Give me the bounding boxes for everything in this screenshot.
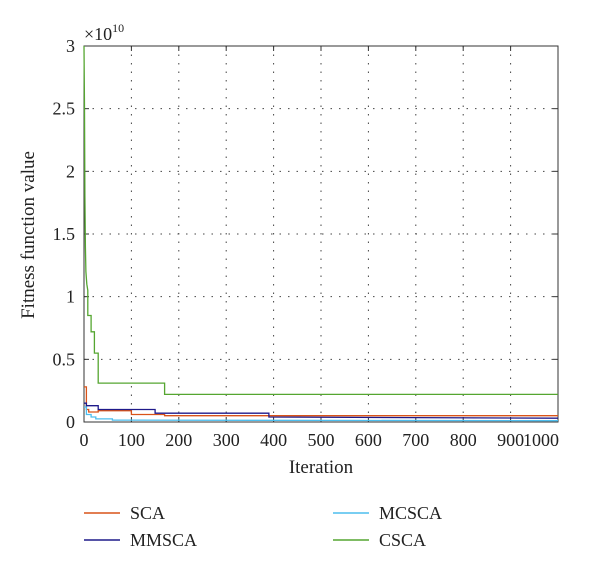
y-tick-label: 2 [66, 161, 75, 181]
x-tick-label: 900 [497, 430, 524, 450]
y-tick-label: 1 [66, 287, 75, 307]
legend: SCA MCSCA MMSCA CSCA [84, 503, 442, 550]
y-axis-multiplier: ×1010 [84, 21, 124, 44]
y-tick-label: 1.5 [53, 224, 76, 244]
y-tick-label: 0 [66, 412, 75, 432]
y-tick-label: 3 [66, 36, 75, 56]
x-tick-label: 500 [308, 430, 335, 450]
x-tick-label: 100 [118, 430, 145, 450]
series-line-csca [83, 45, 558, 396]
x-tick-label: 600 [355, 430, 382, 450]
legend-label-mmsca: MMSCA [130, 530, 197, 550]
x-tick-label: 200 [165, 430, 192, 450]
x-tick-label: 0 [80, 430, 89, 450]
plot-frame [83, 45, 559, 423]
x-tick-label: 400 [260, 430, 287, 450]
grid [84, 46, 558, 422]
x-tick-label: 700 [402, 430, 429, 450]
legend-label-csca: CSCA [379, 530, 426, 550]
y-axis-label: Fitness function value [18, 151, 39, 319]
y-tick-label: 0.5 [53, 349, 76, 369]
x-tick-label: 800 [450, 430, 477, 450]
series-line-mcsca [84, 406, 559, 422]
series-group [83, 45, 559, 422]
series-line-mmsca [84, 402, 559, 419]
x-tick-label: 300 [213, 430, 240, 450]
legend-label-mcsca: MCSCA [379, 503, 442, 523]
x-axis-label: Iteration [289, 457, 354, 478]
x-tick-label: 1000 [523, 430, 559, 450]
legend-label-sca: SCA [130, 503, 165, 523]
y-tick-label: 2.5 [53, 99, 76, 119]
